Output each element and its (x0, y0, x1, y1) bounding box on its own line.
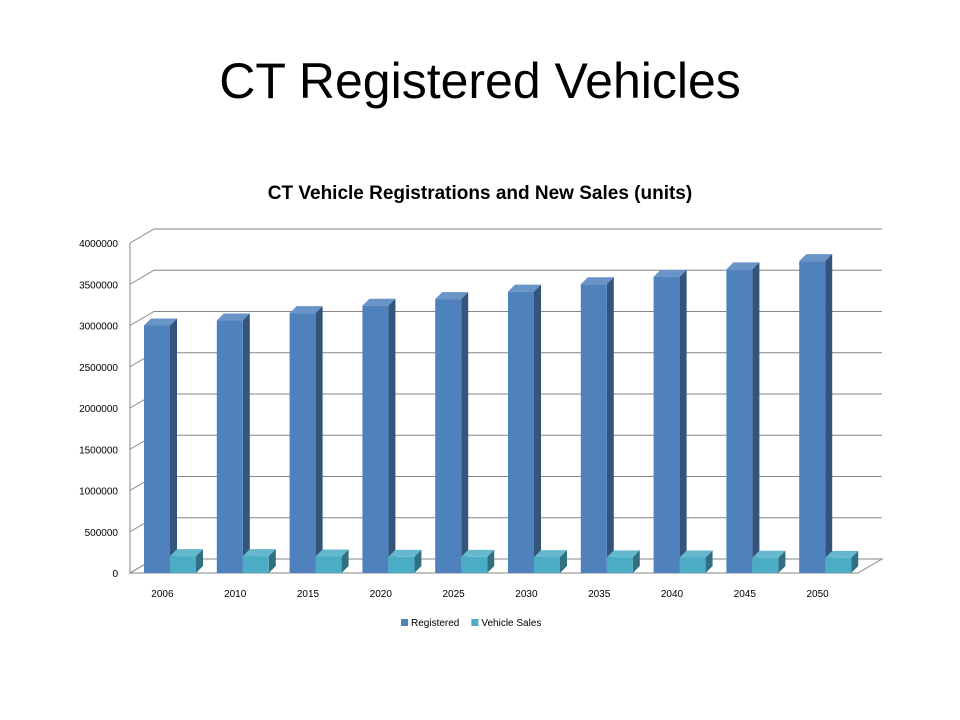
bar-side (461, 292, 469, 573)
bar (362, 305, 389, 573)
bar-side (851, 550, 859, 573)
legend-swatch (401, 619, 408, 626)
bar-side (560, 550, 567, 573)
bar (679, 557, 706, 573)
bar (242, 556, 269, 573)
bar-top (580, 277, 614, 285)
bar (534, 557, 560, 573)
x-tick-label: 2006 (151, 589, 174, 600)
slide-title: CT Registered Vehicles (219, 53, 741, 109)
y-tick-label: 4000000 (79, 239, 118, 250)
bar (508, 291, 534, 573)
gridline (129, 269, 882, 285)
bar-top (606, 550, 640, 558)
bar (580, 284, 607, 573)
bar-top (726, 262, 760, 270)
legend-label: Registered (411, 618, 459, 629)
bar-top (752, 550, 786, 558)
x-tick-label: 2030 (515, 589, 538, 600)
bar (653, 276, 680, 573)
y-tick-label: 500000 (85, 528, 119, 539)
bar (388, 556, 415, 573)
chart-bars (144, 254, 859, 573)
x-tick-label: 2050 (806, 589, 829, 600)
bar-top (534, 550, 567, 558)
y-tick-label: 1500000 (79, 445, 118, 456)
bar-top (170, 549, 203, 557)
bar-top (362, 298, 396, 306)
gridline (129, 311, 882, 326)
x-tick-label: 2045 (734, 589, 757, 600)
bar (752, 557, 779, 573)
bar-side (242, 313, 250, 573)
bar-top (461, 549, 495, 557)
bar-side (534, 284, 541, 573)
bar-top (242, 549, 276, 557)
bar-side (170, 318, 177, 573)
bar (825, 557, 852, 573)
bar-side (825, 254, 833, 573)
bar (435, 299, 462, 573)
bar-side (414, 549, 422, 573)
bar-top (508, 284, 541, 292)
y-tick-label: 2500000 (79, 363, 118, 374)
bar-top (825, 550, 859, 558)
bar-top (315, 549, 349, 557)
y-tick-label: 1000000 (79, 487, 118, 498)
legend-swatch (471, 619, 479, 626)
bar-top (435, 292, 469, 300)
bar-top (144, 318, 177, 326)
x-tick-label: 2015 (297, 589, 320, 600)
bar-side (487, 549, 495, 573)
bar (315, 556, 342, 573)
y-tick-label: 0 (112, 569, 118, 580)
bar-side (632, 550, 640, 573)
y-tick-label: 3000000 (79, 322, 118, 333)
bar (461, 556, 488, 573)
bar (144, 325, 170, 573)
bar-side (388, 298, 396, 573)
x-tick-label: 2040 (661, 589, 684, 600)
y-tick-label: 3500000 (79, 280, 118, 291)
bar (799, 261, 826, 573)
bar-top (216, 313, 250, 321)
bar-side (778, 550, 786, 573)
chart-title: CT Vehicle Registrations and New Sales (… (267, 183, 693, 204)
bar-side (606, 277, 614, 573)
bar-side (679, 269, 687, 573)
x-tick-label: 2025 (442, 589, 465, 600)
bar (726, 269, 753, 573)
x-tick-label: 2035 (588, 589, 611, 600)
bar-side (196, 549, 203, 573)
bar (289, 313, 316, 573)
y-tick-label: 2000000 (79, 404, 118, 415)
legend-label: Vehicle Sales (481, 618, 541, 629)
bar (170, 556, 196, 573)
bar (606, 557, 633, 573)
x-tick-label: 2010 (224, 589, 247, 600)
bar (216, 320, 243, 573)
bar-top (289, 306, 323, 314)
chart-legend: Registered Vehicle Sales (401, 618, 541, 629)
bar-top (679, 550, 713, 558)
bar-side (315, 306, 323, 573)
bar-top (653, 269, 687, 277)
bar-top (799, 254, 833, 262)
chart-axes: 0 500000 1000000 1500000 2000000 2500000 30000… (79, 239, 829, 600)
x-tick-label: 2020 (370, 589, 393, 600)
bar-side (705, 550, 713, 573)
bar-side (341, 549, 349, 573)
gridline (129, 228, 882, 244)
bar-side (752, 262, 760, 573)
bar-side (268, 549, 276, 573)
bar-top (388, 549, 422, 557)
